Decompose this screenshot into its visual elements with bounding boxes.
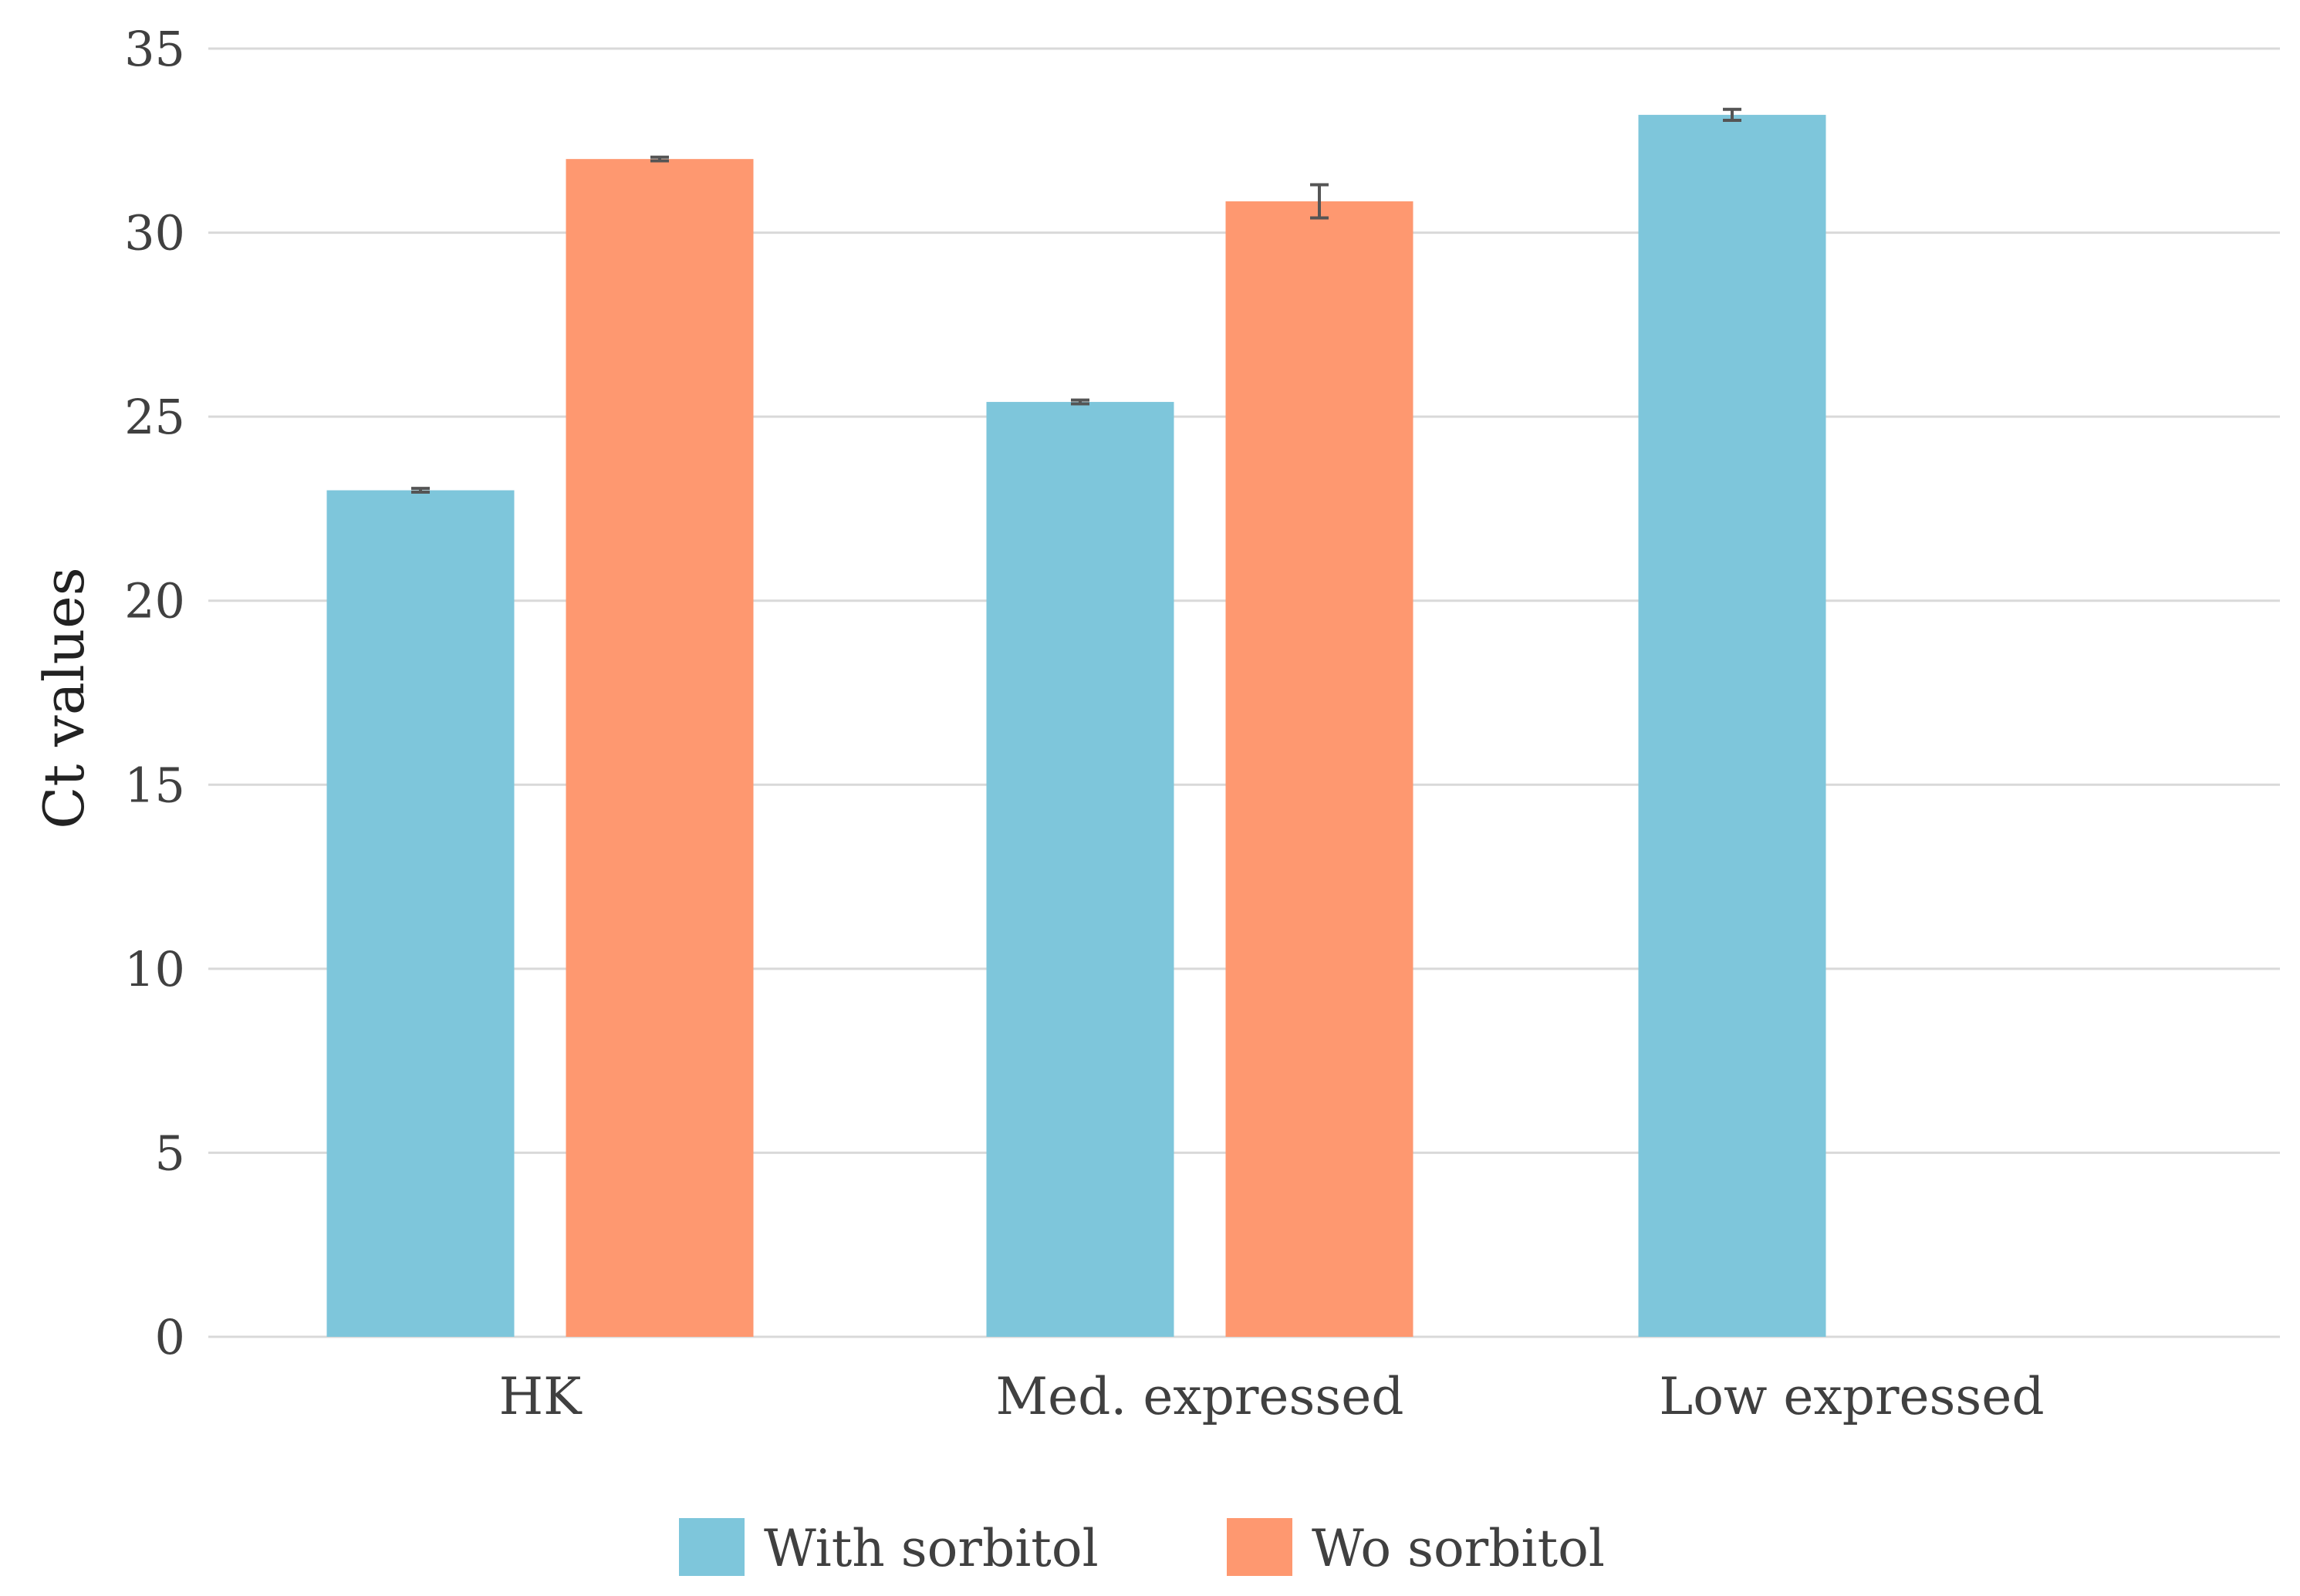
category-label: Low expressed: [1659, 1367, 2044, 1426]
y-tick-label: 30: [124, 205, 185, 262]
bars: [326, 114, 1826, 1338]
error-bars: [411, 107, 1741, 494]
category-label: HK: [499, 1367, 583, 1426]
y-tick-label: 25: [124, 389, 185, 445]
y-tick-label: 20: [124, 573, 185, 629]
y-tick-label: 0: [155, 1309, 185, 1365]
y-axis-label: Ct values: [32, 567, 96, 828]
bar: [566, 159, 754, 1338]
category-labels: HK Med. expressed Low expressed: [499, 1367, 2045, 1426]
legend-swatch: [1227, 1518, 1292, 1576]
legend: With sorbitol Wo sorbitol: [679, 1518, 1605, 1578]
y-tick-label: 5: [155, 1125, 185, 1181]
bar: [986, 402, 1174, 1337]
bar: [326, 490, 515, 1337]
y-tick-label: 35: [124, 21, 185, 77]
bar: [1638, 114, 1826, 1337]
category-label: Med. expressed: [995, 1367, 1403, 1426]
y-tick-labels: 0 5 10 15 20 25 30 35: [124, 21, 185, 1365]
legend-label: Wo sorbitol: [1312, 1519, 1605, 1578]
y-tick-label: 10: [124, 941, 185, 997]
legend-swatch: [679, 1518, 745, 1576]
legend-label: With sorbitol: [764, 1519, 1099, 1578]
bar: [1225, 201, 1413, 1337]
y-tick-label: 15: [124, 757, 185, 813]
